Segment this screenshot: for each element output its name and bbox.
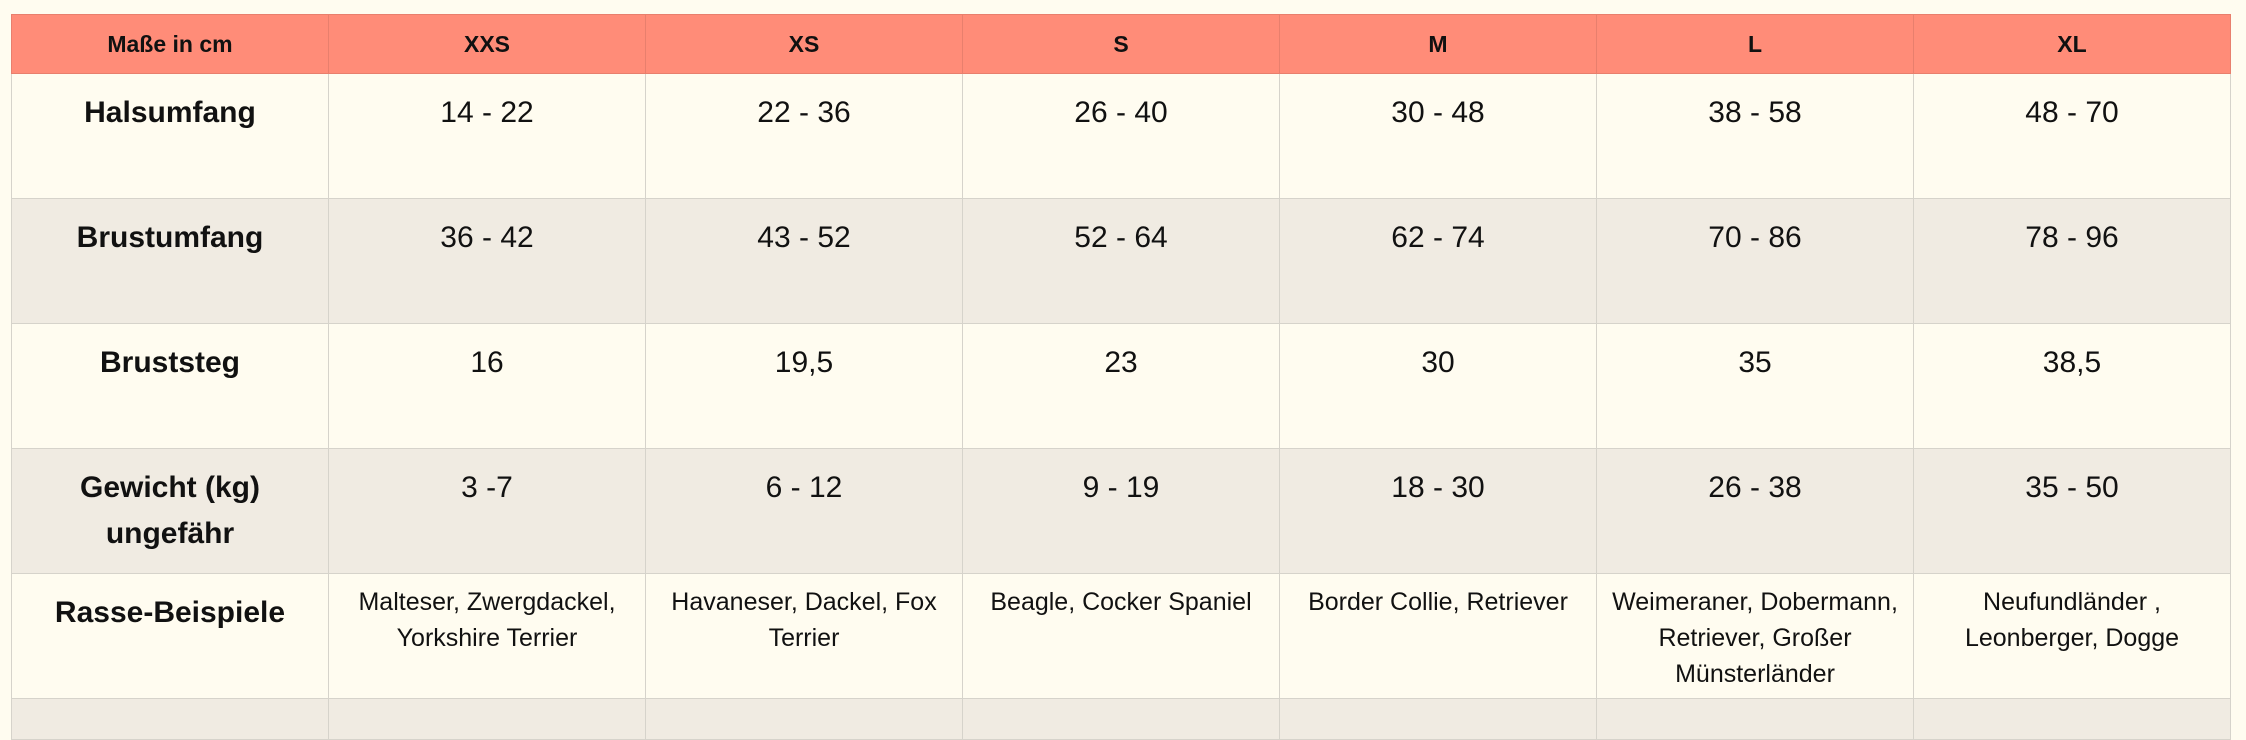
table-row: Gewicht (kg) ungefähr 3 -7 6 - 12 9 - 19 18 … xyxy=(11,448,2231,574)
table-row: Rasse-Beispiele Malteser, Zwergdackel, Yo… xyxy=(11,573,2231,699)
table-cell: 48 - 70 xyxy=(1913,73,2231,199)
table-cell: 26 - 38 xyxy=(1596,448,1914,574)
table-cell: 30 xyxy=(1279,323,1597,449)
table-cell: 70 - 86 xyxy=(1596,198,1914,324)
table-cell xyxy=(1913,698,2231,740)
table-cell: Weimeraner, Dobermann, Retriever, Großer… xyxy=(1596,573,1914,699)
table-cell xyxy=(962,698,1280,740)
table-cell: 62 - 74 xyxy=(1279,198,1597,324)
header-size: XS xyxy=(645,14,963,74)
table-cell xyxy=(645,698,963,740)
table-cell: Neufundländer , Leonberger, Dogge xyxy=(1913,573,2231,699)
row-label: Halsumfang xyxy=(11,73,329,199)
size-chart-table: Maße in cm XXS XS S M L XL Halsumfang 14 - 22 22… xyxy=(11,14,2231,740)
header-size: XL xyxy=(1913,14,2231,74)
table-cell xyxy=(11,698,329,740)
table-cell xyxy=(328,698,646,740)
header-row: Maße in cm XXS XS S M L XL xyxy=(11,14,2231,74)
table-cell: 14 - 22 xyxy=(328,73,646,199)
table-cell: Border Collie, Retriever xyxy=(1279,573,1597,699)
header-size: M xyxy=(1279,14,1597,74)
table-cell: 16 xyxy=(328,323,646,449)
table-cell: 38,5 xyxy=(1913,323,2231,449)
table-cell: 19,5 xyxy=(645,323,963,449)
table-row: Halsumfang 14 - 22 22 - 36 26 - 40 30 - 48 38… xyxy=(11,73,2231,199)
table-cell: Beagle, Cocker Spaniel xyxy=(962,573,1280,699)
row-label: Brustumfang xyxy=(11,198,329,324)
table-cell: 78 - 96 xyxy=(1913,198,2231,324)
table-cell: 9 - 19 xyxy=(962,448,1280,574)
table-cell: 30 - 48 xyxy=(1279,73,1597,199)
table-cell: 35 - 50 xyxy=(1913,448,2231,574)
table-cell: 26 - 40 xyxy=(962,73,1280,199)
table-row: Brustumfang 36 - 42 43 - 52 52 - 64 62 - 74 7… xyxy=(11,198,2231,324)
header-size: XXS xyxy=(328,14,646,74)
row-label: Rasse-Beispiele xyxy=(11,573,329,699)
table-cell xyxy=(1279,698,1597,740)
table-cell: 43 - 52 xyxy=(645,198,963,324)
header-size: S xyxy=(962,14,1280,74)
table-row: Bruststeg 16 19,5 23 30 35 38,5 xyxy=(11,323,2231,449)
table-cell xyxy=(1596,698,1914,740)
table-row-partial xyxy=(11,698,2231,740)
table-cell: Havaneser, Dackel, Fox Terrier xyxy=(645,573,963,699)
header-size: L xyxy=(1596,14,1914,74)
row-label: Bruststeg xyxy=(11,323,329,449)
table-cell: 18 - 30 xyxy=(1279,448,1597,574)
row-label: Gewicht (kg) ungefähr xyxy=(11,448,329,574)
table-cell: 22 - 36 xyxy=(645,73,963,199)
table-cell: 52 - 64 xyxy=(962,198,1280,324)
header-units: Maße in cm xyxy=(11,14,329,74)
table-cell: 6 - 12 xyxy=(645,448,963,574)
table-cell: 23 xyxy=(962,323,1280,449)
table-cell: 38 - 58 xyxy=(1596,73,1914,199)
table-cell: 35 xyxy=(1596,323,1914,449)
table-cell: Malteser, Zwergdackel, Yorkshire Terrier xyxy=(328,573,646,699)
table-cell: 3 -7 xyxy=(328,448,646,574)
table-cell: 36 - 42 xyxy=(328,198,646,324)
